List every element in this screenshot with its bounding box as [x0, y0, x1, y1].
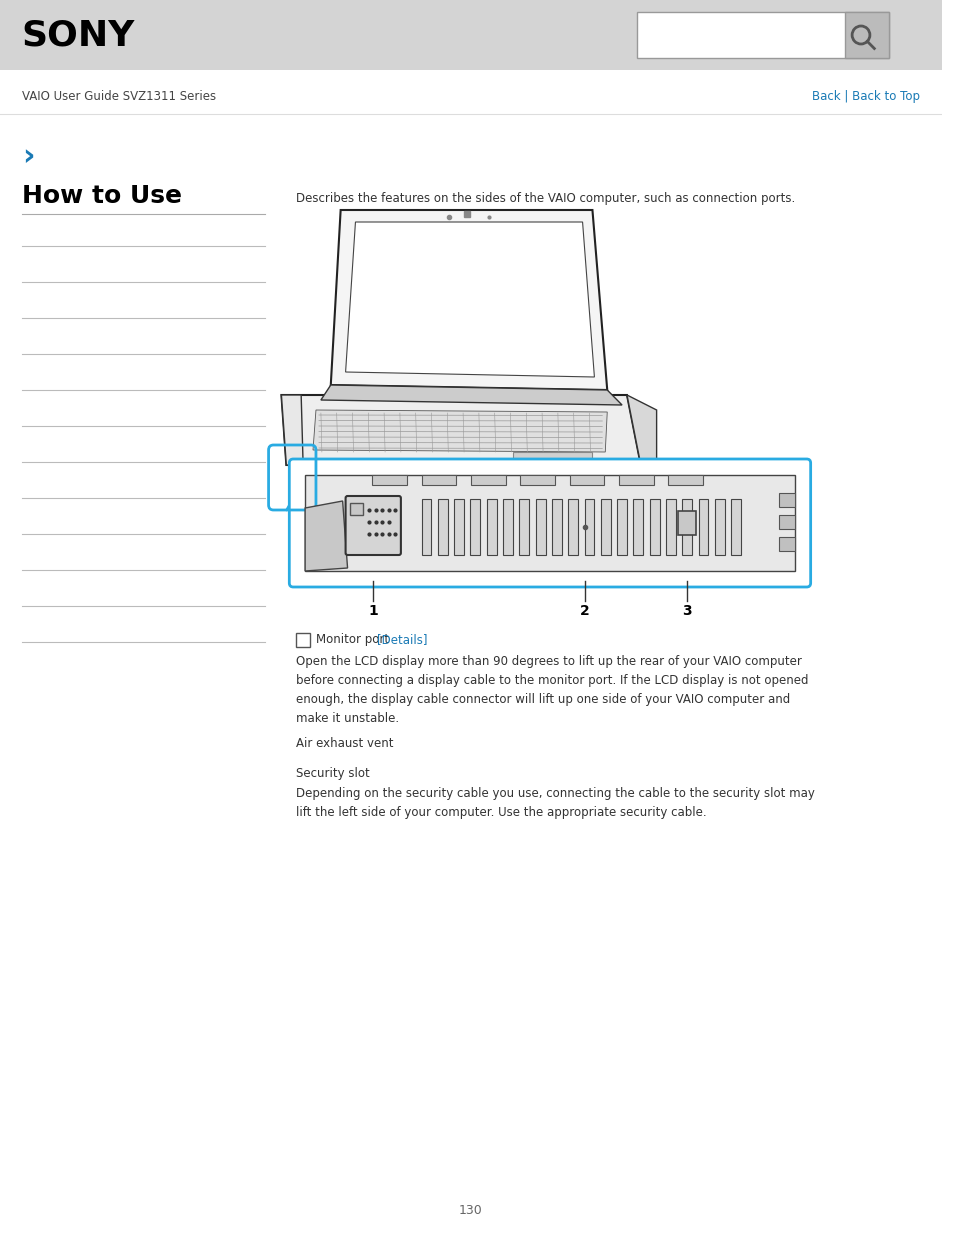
Bar [518, 499, 529, 555]
Bar [296, 634, 310, 647]
Bar [779, 515, 794, 529]
Text: 2: 2 [579, 604, 589, 618]
Bar [349, 503, 363, 515]
Bar [681, 499, 692, 555]
Polygon shape [281, 395, 303, 466]
Text: Describes the features on the sides of the VAIO computer, such as connection por: Describes the features on the sides of t… [296, 191, 795, 205]
FancyBboxPatch shape [289, 459, 810, 587]
Bar [305, 475, 794, 571]
Text: VAIO User Guide SVZ1311 Series: VAIO User Guide SVZ1311 Series [22, 90, 215, 103]
Bar [502, 499, 513, 555]
Bar [454, 499, 463, 555]
Bar [584, 499, 594, 555]
Bar [714, 499, 724, 555]
Polygon shape [320, 385, 621, 405]
Polygon shape [313, 410, 607, 452]
Bar [618, 475, 653, 485]
Bar [668, 475, 702, 485]
Bar [471, 475, 505, 485]
Bar [665, 499, 675, 555]
Text: Depending on the security cable you use, connecting the cable to the security sl: Depending on the security cable you use,… [296, 787, 814, 819]
Bar [649, 499, 659, 555]
Bar [779, 537, 794, 551]
Bar [421, 499, 431, 555]
Text: [Details]: [Details] [376, 634, 427, 646]
Polygon shape [345, 222, 594, 377]
Text: Security slot: Security slot [296, 767, 370, 781]
Polygon shape [281, 395, 641, 471]
Bar [617, 499, 626, 555]
Text: 3: 3 [681, 604, 691, 618]
Bar [568, 499, 578, 555]
Bar [569, 475, 603, 485]
Polygon shape [331, 210, 607, 390]
Bar [470, 499, 480, 555]
Text: 1: 1 [368, 604, 377, 618]
Bar [535, 499, 545, 555]
Polygon shape [626, 395, 656, 480]
Bar [779, 493, 794, 508]
Bar [637, 12, 888, 58]
Bar [372, 475, 406, 485]
Bar [519, 475, 555, 485]
Bar [0, 0, 941, 70]
Text: 130: 130 [458, 1203, 482, 1216]
Bar [600, 499, 610, 555]
Bar [437, 499, 447, 555]
Bar [844, 12, 888, 58]
Text: Open the LCD display more than 90 degrees to lift up the rear of your VAIO compu: Open the LCD display more than 90 degree… [296, 655, 808, 725]
Bar [486, 499, 497, 555]
Text: How to Use: How to Use [22, 184, 181, 207]
Bar [552, 499, 561, 555]
FancyBboxPatch shape [345, 496, 400, 555]
Bar [678, 511, 696, 535]
Bar [730, 499, 740, 555]
Bar [421, 475, 456, 485]
Polygon shape [513, 452, 592, 462]
Text: ›: › [22, 142, 34, 170]
Text: Monitor port: Monitor port [315, 634, 393, 646]
Text: Air exhaust vent: Air exhaust vent [296, 737, 394, 750]
Text: Back | Back to Top: Back | Back to Top [811, 90, 920, 103]
Bar [698, 499, 708, 555]
Text: SONY: SONY [22, 19, 134, 52]
Polygon shape [305, 501, 347, 571]
Bar [633, 499, 642, 555]
